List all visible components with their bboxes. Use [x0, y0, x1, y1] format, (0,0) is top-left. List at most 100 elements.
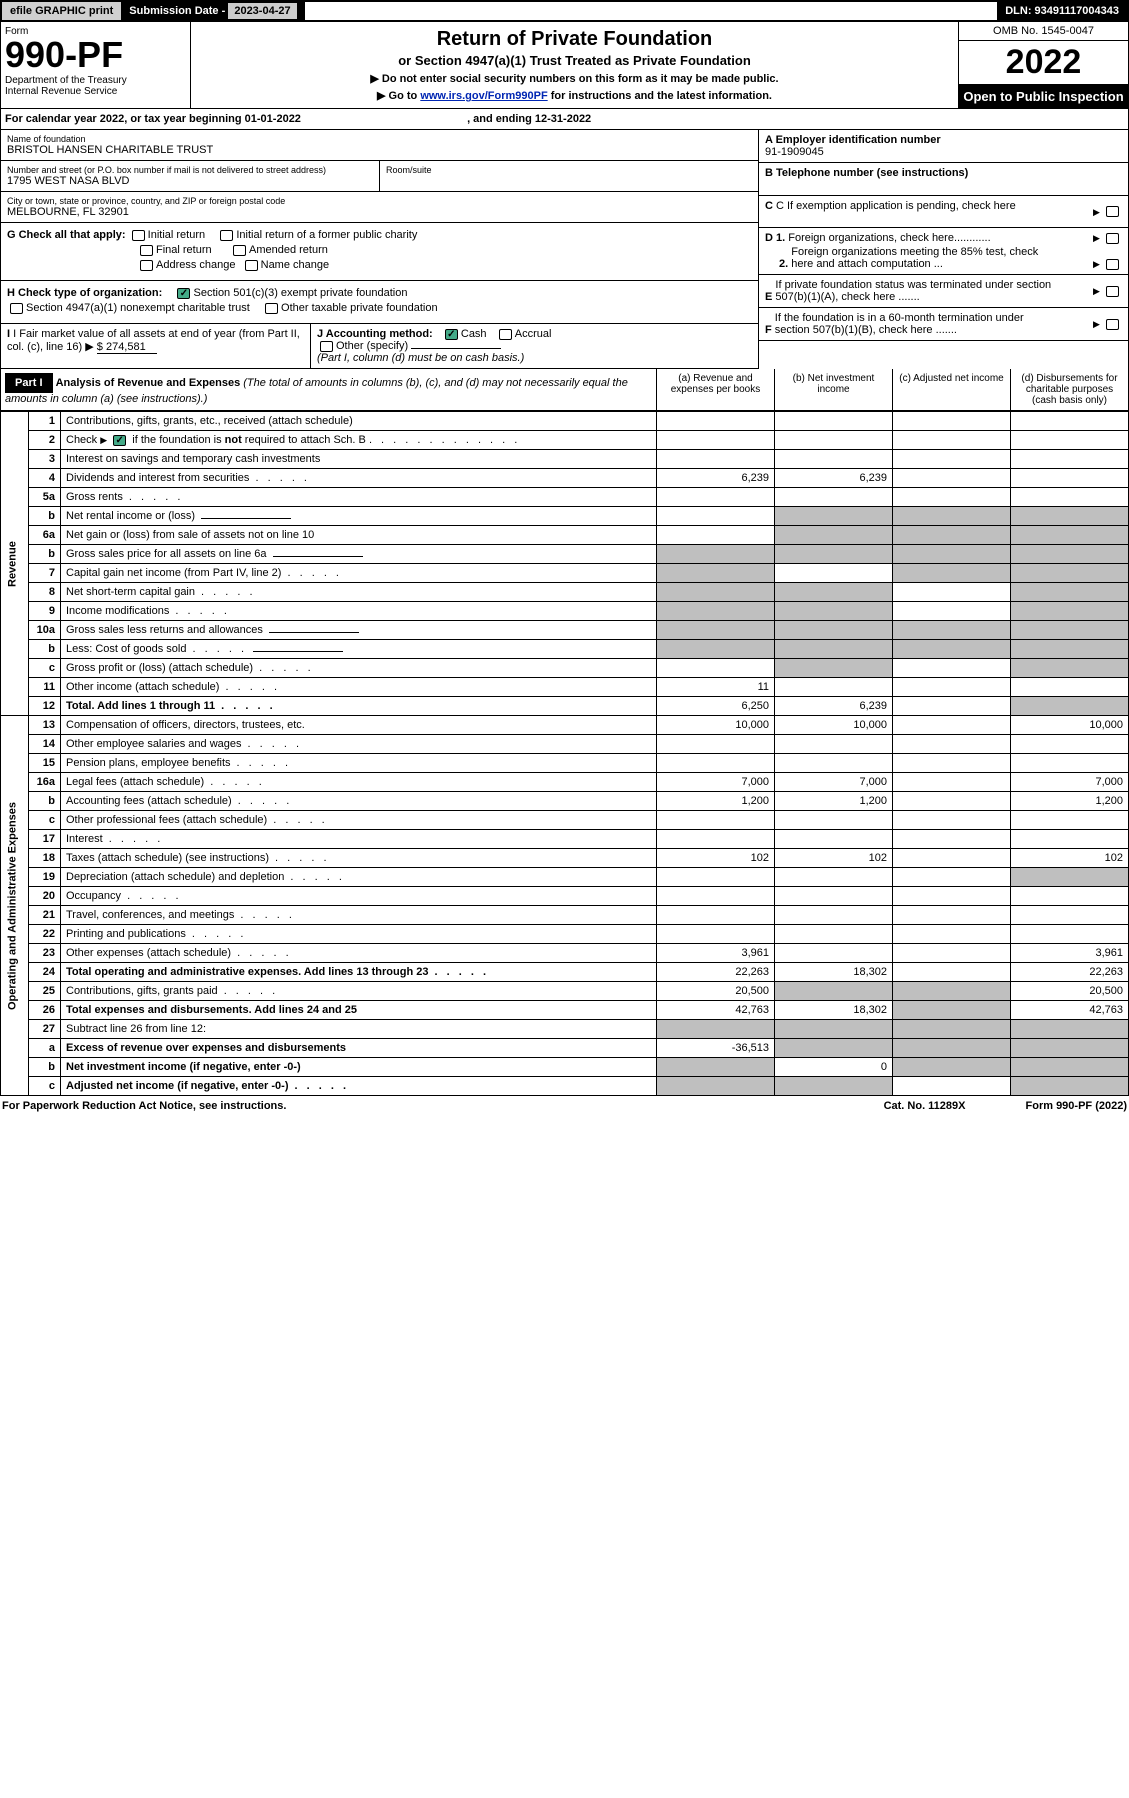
- checkbox-cash[interactable]: [445, 329, 458, 340]
- efile-label[interactable]: efile GRAPHIC print: [2, 2, 121, 20]
- fmv-value: $ 274,581: [97, 341, 157, 354]
- table-row: bLess: Cost of goods sold . . . . .: [1, 640, 1129, 659]
- table-row: Revenue1Contributions, gifts, grants, et…: [1, 412, 1129, 431]
- table-row: 19Depreciation (attach schedule) and dep…: [1, 868, 1129, 887]
- table-row: 2Check if the foundation is not required…: [1, 431, 1129, 450]
- room-label: Room/suite: [386, 165, 752, 175]
- c-label: C If exemption application is pending, c…: [776, 200, 1016, 212]
- address: 1795 WEST NASA BLVD: [7, 175, 373, 187]
- open-inspection: Open to Public Inspection: [959, 85, 1128, 108]
- submission-date-label: Submission Date - 2023-04-27: [121, 2, 304, 20]
- checkbox-f[interactable]: [1106, 319, 1119, 330]
- part1-table: Revenue1Contributions, gifts, grants, et…: [0, 411, 1129, 1096]
- section-i: I I Fair market value of all assets at e…: [1, 324, 311, 368]
- table-row: 20Occupancy . . . . .: [1, 887, 1129, 906]
- table-row: bGross sales price for all assets on lin…: [1, 545, 1129, 564]
- table-row: 10aGross sales less returns and allowanc…: [1, 621, 1129, 640]
- part1-label: Part I: [5, 373, 53, 393]
- addr-label: Number and street (or P.O. box number if…: [7, 165, 373, 175]
- section-h: H Check type of organization: Section 50…: [1, 281, 758, 324]
- checkbox-other-method[interactable]: [320, 341, 333, 352]
- checkbox-final-return[interactable]: [140, 245, 153, 256]
- checkbox-accrual[interactable]: [499, 329, 512, 340]
- section-g: G Check all that apply: Initial return I…: [1, 223, 758, 281]
- phone-label: B Telephone number (see instructions): [765, 167, 1122, 179]
- col-c-head: (c) Adjusted net income: [892, 369, 1010, 410]
- table-row: 27Subtract line 26 from line 12:: [1, 1020, 1129, 1039]
- ein: 91-1909045: [765, 146, 1122, 158]
- checkbox-name-change[interactable]: [245, 260, 258, 271]
- checkbox-initial-former[interactable]: [220, 230, 233, 241]
- table-row: 3Interest on savings and temporary cash …: [1, 450, 1129, 469]
- d1-label: Foreign organizations, check here.......…: [788, 232, 990, 244]
- entity-info: Name of foundation BRISTOL HANSEN CHARIT…: [0, 130, 1129, 369]
- table-row: 8Net short-term capital gain . . . . .: [1, 583, 1129, 602]
- table-row: bNet investment income (if negative, ent…: [1, 1058, 1129, 1077]
- part1-header: Part I Analysis of Revenue and Expenses …: [0, 369, 1129, 411]
- footer-mid: Cat. No. 11289X: [884, 1100, 966, 1112]
- table-row: 21Travel, conferences, and meetings . . …: [1, 906, 1129, 925]
- dept: Department of the Treasury Internal Reve…: [5, 75, 186, 97]
- table-row: 24Total operating and administrative exp…: [1, 963, 1129, 982]
- omb: OMB No. 1545-0047: [959, 22, 1128, 41]
- col-d-head: (d) Disbursements for charitable purpose…: [1010, 369, 1128, 410]
- f-label: If the foundation is in a 60-month termi…: [775, 312, 1055, 336]
- table-row: 26Total expenses and disbursements. Add …: [1, 1001, 1129, 1020]
- form-link[interactable]: www.irs.gov/Form990PF: [420, 90, 547, 102]
- checkbox-d1[interactable]: [1106, 233, 1119, 244]
- table-row: 25Contributions, gifts, grants paid . . …: [1, 982, 1129, 1001]
- table-row: bAccounting fees (attach schedule) . . .…: [1, 792, 1129, 811]
- foundation-name: BRISTOL HANSEN CHARITABLE TRUST: [7, 144, 752, 156]
- table-row: cGross profit or (loss) (attach schedule…: [1, 659, 1129, 678]
- checkbox-c[interactable]: [1106, 206, 1119, 217]
- checkbox-other-taxable[interactable]: [265, 303, 278, 314]
- d2-label: Foreign organizations meeting the 85% te…: [791, 246, 1051, 270]
- side-label: Revenue: [1, 412, 29, 716]
- e-label: If private foundation status was termina…: [775, 279, 1055, 303]
- note-1: ▶ Do not enter social security numbers o…: [197, 72, 952, 85]
- table-row: 7Capital gain net income (from Part IV, …: [1, 564, 1129, 583]
- table-row: 14Other employee salaries and wages . . …: [1, 735, 1129, 754]
- col-a-head: (a) Revenue and expenses per books: [656, 369, 774, 410]
- checkbox-4947[interactable]: [10, 303, 23, 314]
- checkbox-e[interactable]: [1106, 286, 1119, 297]
- table-row: 15Pension plans, employee benefits . . .…: [1, 754, 1129, 773]
- section-j: J Accounting method: Cash Accrual Other …: [311, 324, 758, 368]
- footer-left: For Paperwork Reduction Act Notice, see …: [2, 1100, 286, 1112]
- table-row: 16aLegal fees (attach schedule) . . . . …: [1, 773, 1129, 792]
- table-row: 18Taxes (attach schedule) (see instructi…: [1, 849, 1129, 868]
- footer-right: Form 990-PF (2022): [1026, 1100, 1128, 1112]
- side-label: Operating and Administrative Expenses: [1, 716, 29, 1096]
- checkbox-initial-return[interactable]: [132, 230, 145, 241]
- table-row: 12Total. Add lines 1 through 11 . . . . …: [1, 697, 1129, 716]
- checkbox-schb[interactable]: [113, 435, 126, 446]
- table-row: 22Printing and publications . . . . .: [1, 925, 1129, 944]
- dln: DLN: 93491117004343: [997, 2, 1127, 20]
- checkbox-address-change[interactable]: [140, 260, 153, 271]
- checkbox-501c3[interactable]: [177, 288, 190, 299]
- col-b-head: (b) Net investment income: [774, 369, 892, 410]
- table-row: 9Income modifications . . . . .: [1, 602, 1129, 621]
- table-row: bNet rental income or (loss): [1, 507, 1129, 526]
- calendar-year: For calendar year 2022, or tax year begi…: [0, 109, 1129, 130]
- checkbox-amended[interactable]: [233, 245, 246, 256]
- form-title: Return of Private Foundation: [197, 28, 952, 51]
- page-footer: For Paperwork Reduction Act Notice, see …: [0, 1096, 1129, 1116]
- tax-year: 2022: [959, 41, 1128, 85]
- checkbox-d2[interactable]: [1106, 259, 1119, 270]
- table-row: cAdjusted net income (if negative, enter…: [1, 1077, 1129, 1096]
- form-header: Form 990-PF Department of the Treasury I…: [0, 22, 1129, 109]
- form-subtitle: or Section 4947(a)(1) Trust Treated as P…: [197, 53, 952, 68]
- table-row: 5aGross rents . . . . .: [1, 488, 1129, 507]
- city: MELBOURNE, FL 32901: [7, 206, 752, 218]
- table-row: 17Interest . . . . .: [1, 830, 1129, 849]
- table-row: 23Other expenses (attach schedule) . . .…: [1, 944, 1129, 963]
- table-row: 11Other income (attach schedule) . . . .…: [1, 678, 1129, 697]
- form-number: 990-PF: [5, 37, 186, 73]
- city-label: City or town, state or province, country…: [7, 196, 752, 206]
- table-row: 6aNet gain or (loss) from sale of assets…: [1, 526, 1129, 545]
- table-row: aExcess of revenue over expenses and dis…: [1, 1039, 1129, 1058]
- ein-label: A Employer identification number: [765, 134, 1122, 146]
- name-label: Name of foundation: [7, 134, 752, 144]
- table-row: Operating and Administrative Expenses13C…: [1, 716, 1129, 735]
